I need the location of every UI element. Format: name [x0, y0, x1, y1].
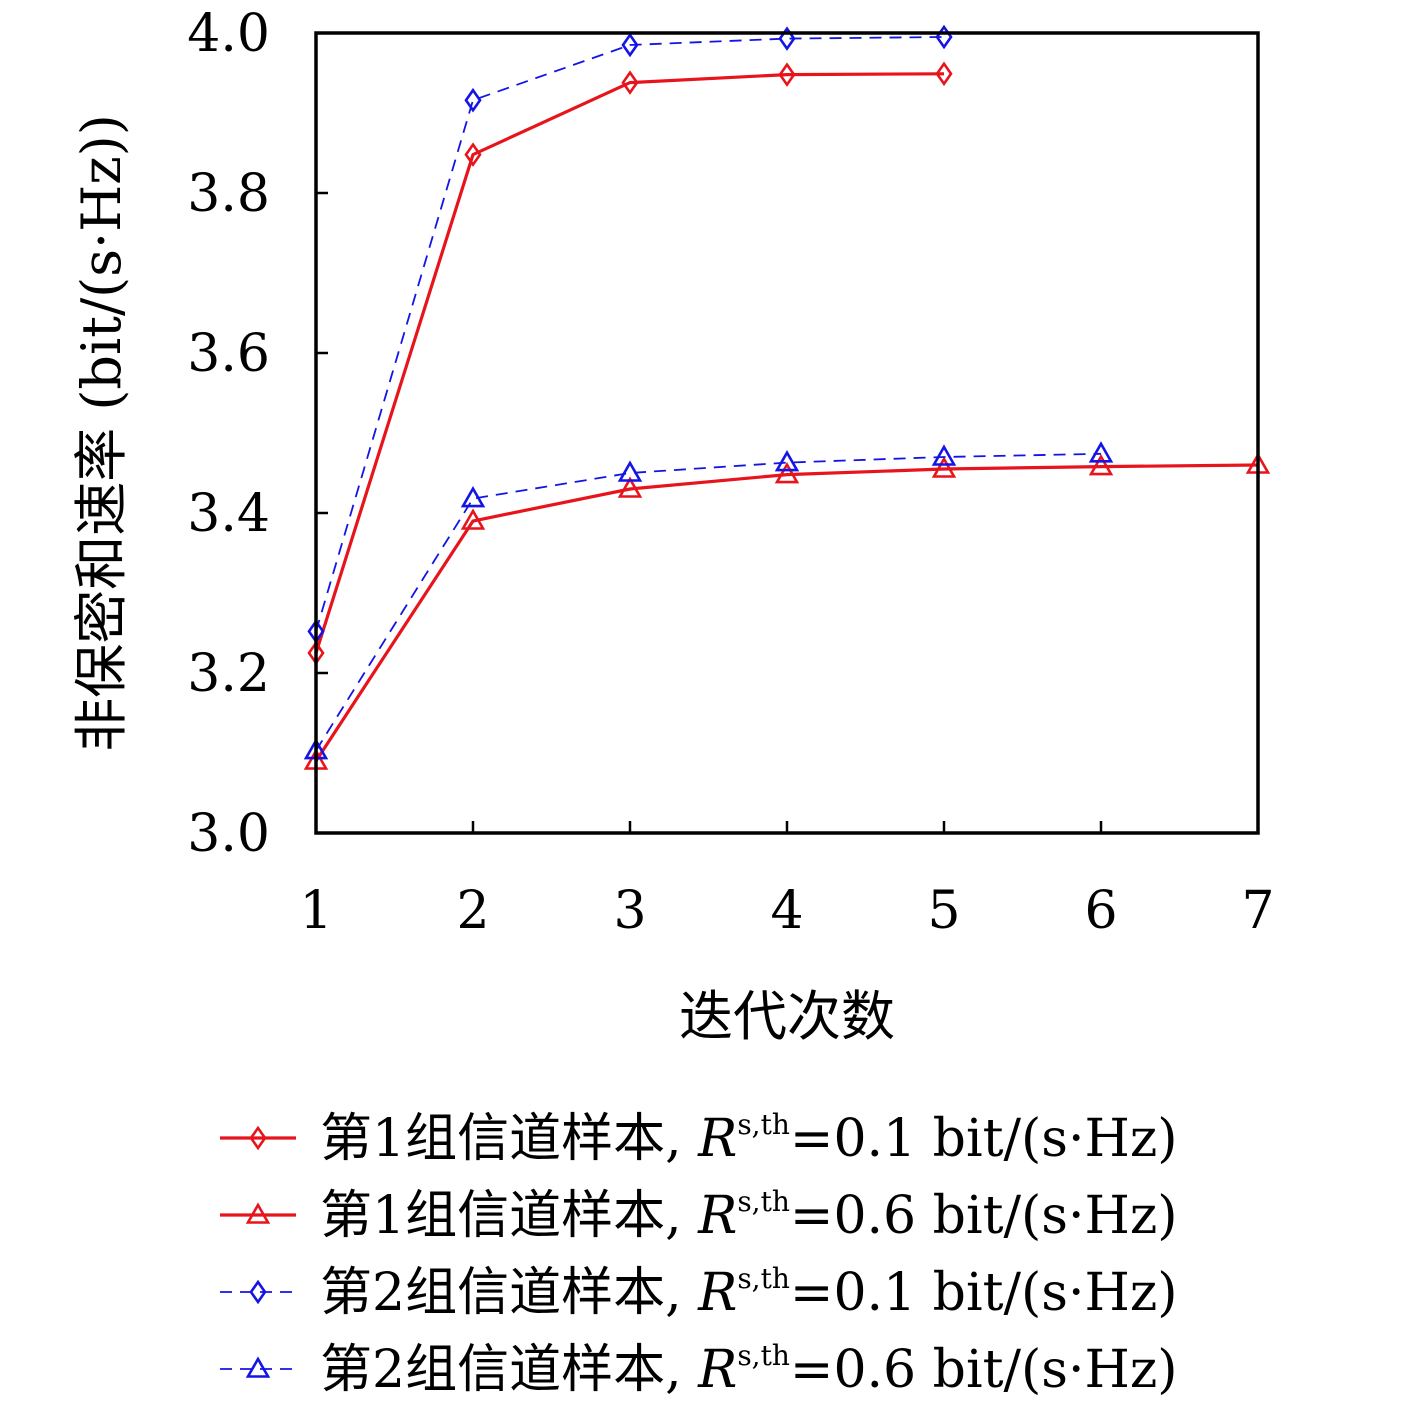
series-line [315, 452, 1102, 752]
data-point [931, 444, 957, 466]
series-line [314, 72, 945, 654]
legend-entry-1: 第1组信道样本, Rs,th=0.1 bit/(s·Hz) [220, 1108, 1178, 1169]
y-tick-label: 3.0 [187, 804, 270, 864]
legend-label: 第1组信道样本, Rs,th=0.1 bit/(s·Hz) [320, 1108, 1178, 1169]
series-3 [307, 24, 953, 644]
x-tick-label: 5 [927, 881, 960, 941]
legend-marker [249, 1125, 267, 1151]
y-tick-label: 3.6 [187, 324, 270, 384]
legend-marker [245, 1356, 271, 1378]
x-tick-label: 1 [299, 881, 332, 941]
data-point [460, 508, 486, 530]
data-point [617, 476, 643, 498]
data-point [931, 456, 957, 478]
data-point [621, 32, 639, 58]
data-point [774, 449, 800, 472]
y-axis-title: 非保密和速率 (bit/(s·Hz)) [70, 114, 133, 752]
data-point [1088, 453, 1114, 476]
legend: 第1组信道样本, Rs,th=0.1 bit/(s·Hz) 第1组信道样本, Rs… [220, 1108, 1178, 1400]
legend-marker [249, 1279, 267, 1305]
data-point [778, 26, 796, 51]
y-tick-label: 3.4 [187, 484, 270, 544]
series-4 [303, 441, 1114, 760]
series-2 [303, 452, 1271, 770]
data-point [774, 461, 800, 484]
x-tick-label: 3 [613, 881, 646, 941]
legend-marker [245, 1202, 271, 1224]
x-tick-label: 4 [770, 881, 803, 941]
x-tick-label: 6 [1084, 881, 1117, 941]
x-axis-title: 迭代次数 [679, 985, 895, 1048]
legend-label: 第1组信道样本, Rs,th=0.6 bit/(s·Hz) [320, 1185, 1178, 1246]
plot-frame [314, 31, 1260, 835]
legend-entry-2: 第1组信道样本, Rs,th=0.6 bit/(s·Hz) [220, 1185, 1178, 1246]
y-tick-label: 3.2 [187, 644, 270, 704]
data-point [464, 87, 482, 113]
legend-label: 第2组信道样本, Rs,th=0.1 bit/(s·Hz) [320, 1262, 1178, 1323]
legend-label: 第2组信道样本, Rs,th=0.6 bit/(s·Hz) [320, 1339, 1178, 1400]
legend-entry-3: 第2组信道样本, Rs,th=0.1 bit/(s·Hz) [220, 1262, 1178, 1323]
x-tick-label: 7 [1241, 881, 1274, 941]
axes: 1 2 3 4 5 6 7 3.0 3.2 3.4 3.6 3.8 4.0 迭代次数 非保密和速率 (bit… [70, 4, 1275, 1048]
series-line [314, 463, 1259, 762]
data-point [617, 460, 643, 482]
y-tick-label: 4.0 [187, 4, 270, 64]
data-point [1088, 441, 1114, 463]
data-point [621, 70, 639, 95]
x-tick-label: 2 [456, 881, 489, 941]
plot-area [303, 24, 1271, 770]
y-tick-label: 3.8 [187, 164, 270, 224]
data-point [460, 485, 486, 508]
series-1 [307, 61, 953, 666]
data-point [778, 62, 796, 87]
legend-entry-4: 第2组信道样本, Rs,th=0.6 bit/(s·Hz) [220, 1339, 1178, 1400]
data-point [464, 142, 482, 167]
data-point [935, 61, 953, 87]
series-line [315, 36, 945, 632]
